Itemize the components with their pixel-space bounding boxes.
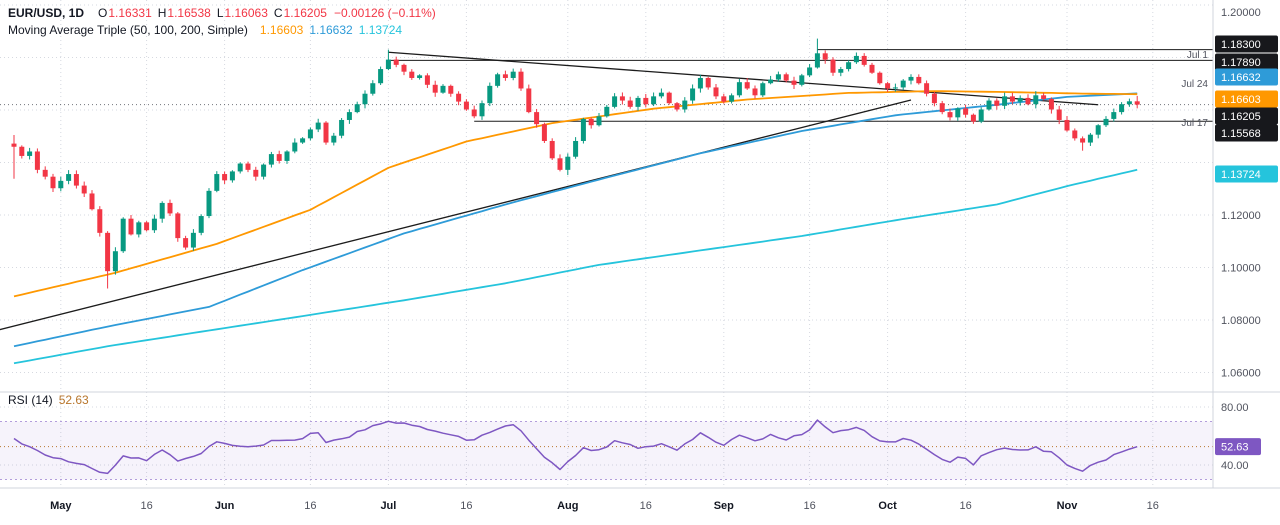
svg-text:80.00: 80.00 [1221,402,1249,414]
svg-text:16: 16 [1147,500,1159,512]
svg-text:1.17890: 1.17890 [1221,57,1261,69]
svg-text:16: 16 [304,500,316,512]
ohlc-low-key: L [216,6,224,20]
change-value: −0.00126 (−0.11%) [333,6,436,20]
ohlc-open-value: 1.16331 [108,6,152,20]
svg-text:May: May [50,500,72,512]
symbol-legend: EUR/USD, 1D O1.16331 H1.16538 L1.16063 C1.16… [8,5,436,39]
svg-text:Aug: Aug [557,500,578,512]
svg-text:1.12000: 1.12000 [1221,210,1261,222]
svg-text:Jul 1: Jul 1 [1187,50,1209,61]
ohlc-high-value: 1.16538 [167,6,211,20]
ma100-value: 1.16632 [309,23,353,37]
ohlc-high-key: H [157,6,167,20]
candles-layer [11,38,1140,289]
ma50-value: 1.16603 [259,23,304,37]
svg-text:1.16205: 1.16205 [1221,111,1261,123]
svg-text:1.08000: 1.08000 [1221,315,1261,327]
rsi-badge: 52.63 [1215,438,1261,456]
symbol-title[interactable]: EUR/USD, 1D [8,6,85,20]
rsi-value: 52.63 [58,393,89,407]
svg-text:Sep: Sep [714,500,734,512]
svg-text:1.18300: 1.18300 [1221,39,1261,51]
svg-text:1.10000: 1.10000 [1221,263,1261,275]
svg-text:16: 16 [959,500,971,512]
svg-text:1.13724: 1.13724 [1221,169,1261,181]
ma200-value: 1.13724 [358,23,403,37]
price-badge: 1.15568 [1215,124,1278,142]
svg-text:16: 16 [803,500,815,512]
svg-text:16: 16 [140,500,152,512]
rsi-indicator-title[interactable]: RSI (14) [8,393,53,407]
grid [0,0,1213,488]
svg-text:1.15568: 1.15568 [1221,128,1261,140]
svg-text:16: 16 [640,500,652,512]
ma200-line[interactable] [13,168,1138,365]
ohlc-close-key: C [273,6,283,20]
time-axis[interactable]: May 16 Jun 16 Jul 16 Aug 16 Sep 16 Oct 16 Nov 16 [50,500,1159,512]
trendlines[interactable] [0,49,1213,331]
svg-text:Jun: Jun [215,500,235,512]
ohlc-low-value: 1.16063 [224,6,268,20]
price-badge: 1.17890 [1215,53,1278,71]
svg-text:1.20000: 1.20000 [1221,7,1261,19]
price-badge: 1.16205 [1215,107,1278,125]
rsi-legend: RSI (14) 52.63 [8,393,89,407]
svg-text:16: 16 [460,500,472,512]
price-badge: 1.16603 [1215,90,1278,108]
svg-text:1.16603: 1.16603 [1221,94,1261,106]
ohlc-close-value: 1.16205 [283,6,327,20]
svg-text:1.06000: 1.06000 [1221,368,1261,380]
ohlc-open-key: O [98,6,108,20]
ma-legend-row: Moving Average Triple (50, 100, 200, Sim… [8,22,436,38]
svg-text:Jul 24: Jul 24 [1181,79,1208,90]
price-axis[interactable]: 1.20000 1.12000 1.10000 1.08000 1.06000 80.00… [1181,7,1278,472]
ma100-line[interactable] [13,92,1138,348]
ohlc-legend-row: EUR/USD, 1D O1.16331 H1.16538 L1.16063 C1.16… [8,5,436,21]
rsi-band [0,421,1213,480]
svg-text:Nov: Nov [1057,500,1079,512]
price-badge: 1.13724 [1215,165,1278,183]
svg-text:40.00: 40.00 [1221,460,1249,472]
svg-text:Jul: Jul [380,500,396,512]
ma-indicator-title[interactable]: Moving Average Triple (50, 100, 200, Sim… [8,23,248,37]
price-badge: 1.16632 [1215,68,1278,86]
svg-text:52.63: 52.63 [1221,442,1249,454]
svg-text:Oct: Oct [878,500,897,512]
rsi-line[interactable] [13,419,1138,475]
price-badge: 1.18300 [1215,35,1278,53]
svg-text:Jul 17: Jul 17 [1181,118,1208,129]
ma50-line[interactable] [13,90,1138,298]
svg-text:1.16632: 1.16632 [1221,72,1261,84]
